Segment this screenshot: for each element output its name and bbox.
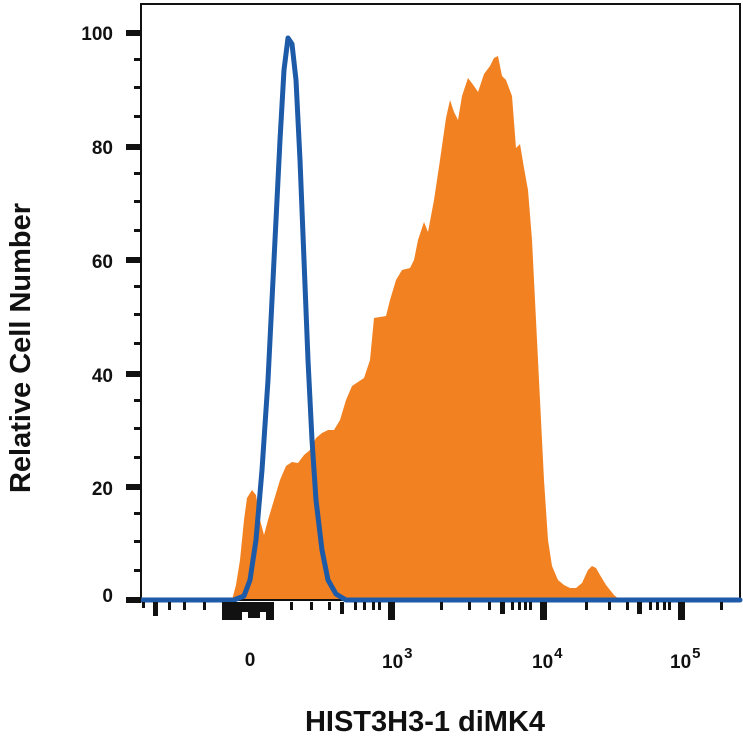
x-tick-exponent: 5 [692,645,700,662]
x-tick-labels: 0 103 104 105 [245,645,701,673]
y-axis [126,30,141,603]
x-tick-exponent: 3 [404,645,412,662]
y-axis-title: Relative Cell Number [5,203,37,493]
y-tick-label: 0 [102,586,113,607]
stained-histogram-area [232,56,620,600]
y-tick-label: 100 [81,24,113,45]
x-axis [142,602,723,620]
x-axis-title: HIST3H3-1 diMK4 [305,706,545,738]
x-tick-base: 10 [532,652,553,673]
x-tick-base: 10 [670,652,691,673]
x-tick-exponent: 4 [554,645,563,662]
x-tick-base: 10 [382,652,403,673]
x-tick-label-1e5: 105 [670,645,700,673]
control-histogram-line [138,35,743,603]
y-tick-label: 20 [92,479,113,500]
y-tick-label: 80 [92,138,113,159]
y-tick-label: 40 [92,366,113,387]
x-tick-label-0: 0 [245,650,256,671]
y-tick-label: 60 [92,252,113,273]
y-tick-labels: 100 80 60 40 20 0 [81,24,113,607]
x-tick-label-1e3: 103 [382,645,412,673]
x-tick-label-1e4: 104 [532,645,563,673]
